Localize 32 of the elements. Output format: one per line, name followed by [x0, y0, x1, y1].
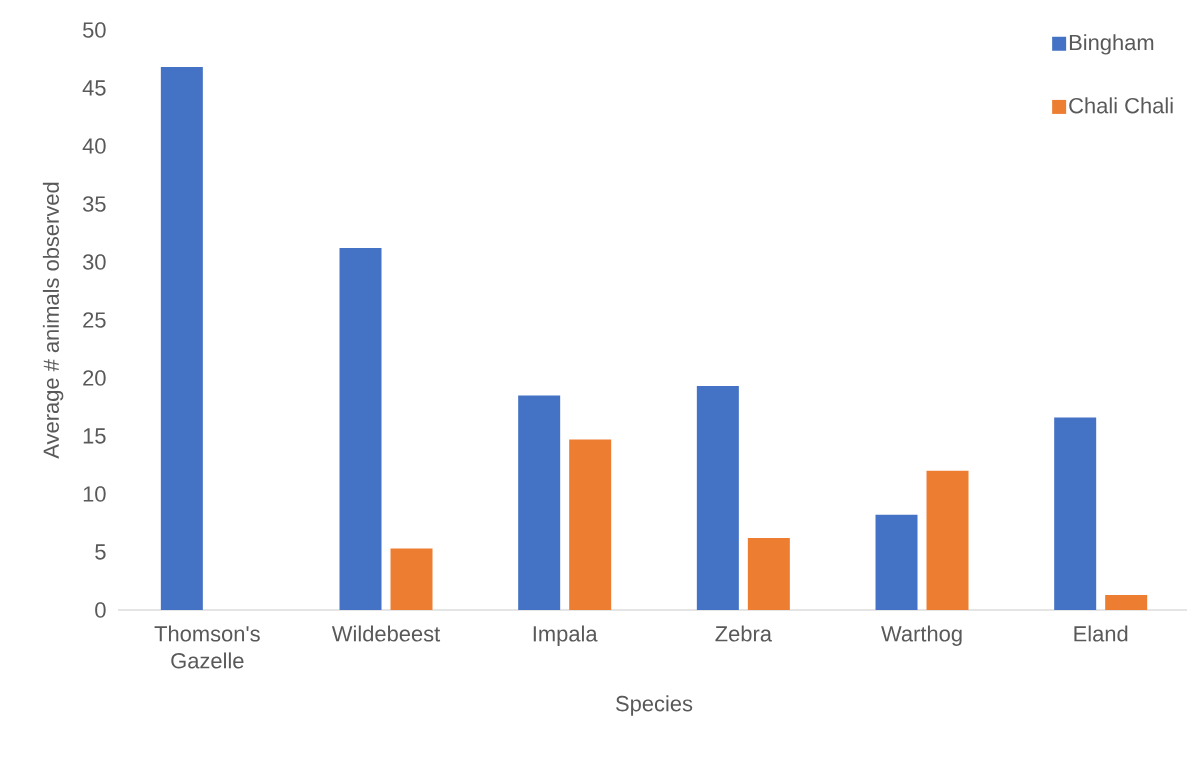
x-tick-label: Thomson's Gazelle — [154, 625, 260, 669]
y-tick-label: 0 — [95, 602, 106, 618]
bar — [696, 386, 739, 610]
bar — [875, 514, 918, 610]
y-tick-label: 15 — [83, 428, 106, 444]
x-tick-label: Impala — [533, 625, 598, 646]
y-axis-title: Average # animals observed — [42, 182, 64, 459]
legend-label: Chali Chali — [1069, 97, 1173, 114]
x-tick-label: Zebra — [715, 625, 772, 642]
y-tick-label: 10 — [83, 486, 106, 502]
bar — [160, 67, 203, 610]
x-tick-label: Wildebeest — [331, 625, 441, 642]
x-tick-label: Eland — [1074, 625, 1128, 642]
y-tick-label: 5 — [95, 544, 106, 560]
x-axis-title: Species — [616, 695, 693, 716]
bar — [1054, 417, 1097, 610]
bar — [1105, 594, 1148, 610]
y-tick-label: 40 — [82, 138, 106, 154]
bar — [926, 470, 969, 610]
y-tick-label: 30 — [82, 254, 106, 270]
bar — [339, 248, 382, 610]
bar — [518, 395, 561, 610]
bar — [569, 439, 612, 610]
y-tick-label: 50 — [83, 22, 106, 38]
y-tick-label: 25 — [83, 312, 106, 328]
bar — [747, 538, 790, 610]
x-tick-label: Warthog — [881, 625, 962, 646]
legend-label: Bingham — [1069, 34, 1154, 55]
bar — [390, 548, 433, 610]
y-tick-label: 45 — [82, 80, 106, 96]
y-tick-label: 35 — [82, 196, 106, 212]
y-tick-label: 20 — [83, 370, 106, 386]
